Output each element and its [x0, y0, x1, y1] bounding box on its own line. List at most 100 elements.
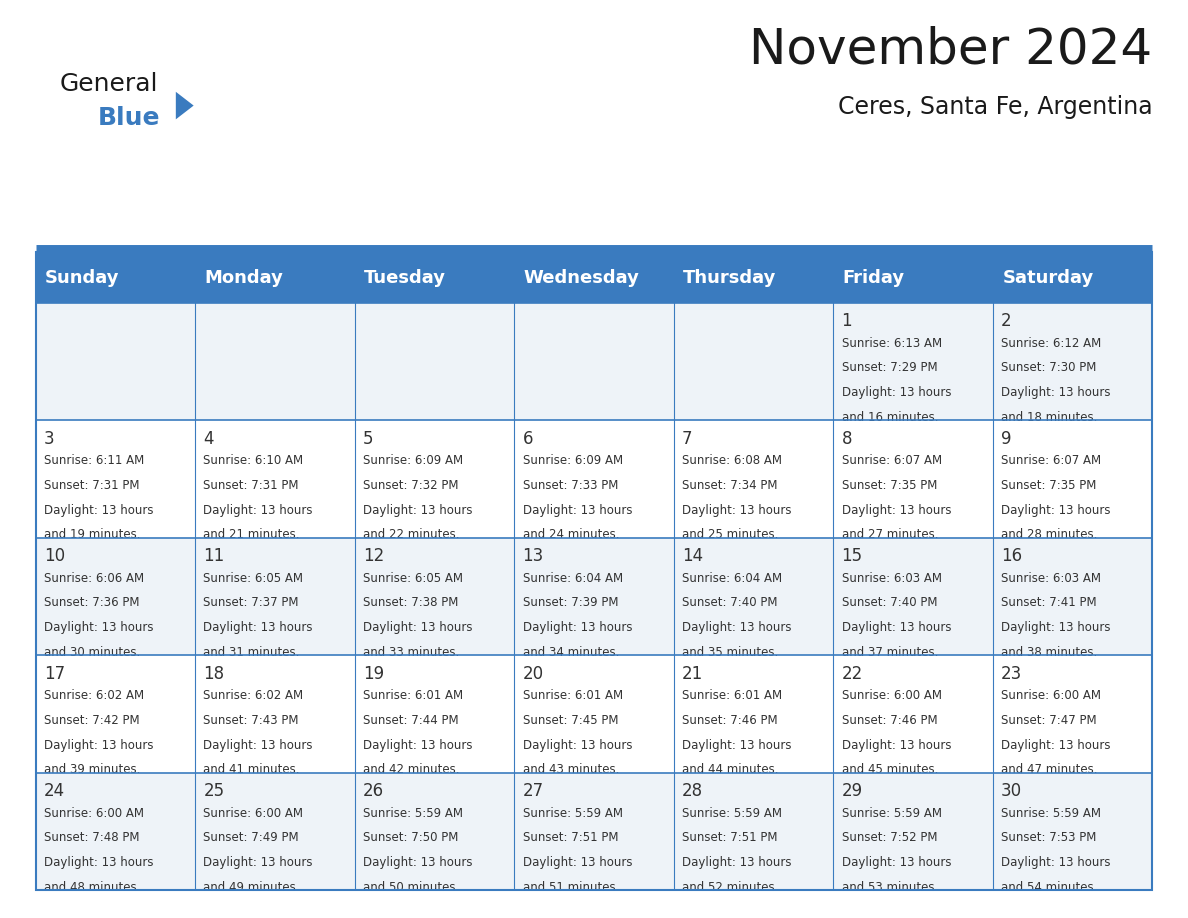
Bar	[355, 655, 514, 773]
Text: 15: 15	[841, 547, 862, 565]
Text: Sunrise: 6:13 AM: Sunrise: 6:13 AM	[841, 337, 942, 350]
Text: Sunset: 7:48 PM: Sunset: 7:48 PM	[44, 832, 139, 845]
Text: Sunset: 7:34 PM: Sunset: 7:34 PM	[682, 479, 778, 492]
Text: Friday: Friday	[842, 269, 905, 286]
Bar	[36, 252, 1152, 890]
Text: Daylight: 13 hours: Daylight: 13 hours	[44, 739, 153, 752]
Text: and 54 minutes.: and 54 minutes.	[1001, 881, 1098, 894]
Bar	[674, 538, 833, 655]
Text: Sunrise: 6:05 AM: Sunrise: 6:05 AM	[364, 572, 463, 585]
Text: Sunset: 7:49 PM: Sunset: 7:49 PM	[203, 832, 299, 845]
Text: Monday: Monday	[204, 269, 284, 286]
Text: 4: 4	[203, 430, 214, 448]
Text: 7: 7	[682, 430, 693, 448]
Text: November 2024: November 2024	[750, 26, 1152, 73]
Text: Sunrise: 5:59 AM: Sunrise: 5:59 AM	[364, 807, 463, 820]
Bar	[514, 303, 674, 420]
Bar	[833, 420, 993, 538]
Text: Daylight: 13 hours: Daylight: 13 hours	[523, 856, 632, 869]
Bar	[195, 655, 355, 773]
Polygon shape	[176, 92, 194, 119]
Bar	[674, 303, 833, 420]
Text: 25: 25	[203, 782, 225, 800]
Text: 20: 20	[523, 665, 544, 683]
Text: Sunday: Sunday	[45, 269, 120, 286]
Bar	[993, 538, 1152, 655]
Text: Sunset: 7:50 PM: Sunset: 7:50 PM	[364, 832, 459, 845]
Text: and 43 minutes.: and 43 minutes.	[523, 764, 619, 777]
Text: Daylight: 13 hours: Daylight: 13 hours	[1001, 856, 1111, 869]
Text: Daylight: 13 hours: Daylight: 13 hours	[203, 621, 312, 634]
Text: and 22 minutes.: and 22 minutes.	[364, 529, 460, 542]
Bar	[355, 538, 514, 655]
Text: Daylight: 13 hours: Daylight: 13 hours	[682, 504, 791, 517]
Text: Daylight: 13 hours: Daylight: 13 hours	[1001, 621, 1111, 634]
Bar	[355, 303, 514, 420]
Bar	[355, 252, 514, 303]
Bar	[993, 655, 1152, 773]
Text: Daylight: 13 hours: Daylight: 13 hours	[364, 504, 473, 517]
Text: 27: 27	[523, 782, 544, 800]
Bar	[674, 773, 833, 890]
Text: 2: 2	[1001, 312, 1012, 330]
Text: Sunset: 7:32 PM: Sunset: 7:32 PM	[364, 479, 459, 492]
Text: Daylight: 13 hours: Daylight: 13 hours	[682, 621, 791, 634]
Text: Sunset: 7:51 PM: Sunset: 7:51 PM	[523, 832, 618, 845]
Text: and 34 minutes.: and 34 minutes.	[523, 646, 619, 659]
Text: Sunset: 7:31 PM: Sunset: 7:31 PM	[203, 479, 299, 492]
Bar	[36, 538, 195, 655]
Text: Sunrise: 6:11 AM: Sunrise: 6:11 AM	[44, 454, 144, 467]
Text: 16: 16	[1001, 547, 1022, 565]
Text: 22: 22	[841, 665, 862, 683]
Text: Saturday: Saturday	[1003, 269, 1094, 286]
Text: Daylight: 13 hours: Daylight: 13 hours	[841, 621, 952, 634]
Text: Sunrise: 6:05 AM: Sunrise: 6:05 AM	[203, 572, 303, 585]
Text: Sunset: 7:35 PM: Sunset: 7:35 PM	[841, 479, 937, 492]
Text: Sunset: 7:51 PM: Sunset: 7:51 PM	[682, 832, 778, 845]
Text: Daylight: 13 hours: Daylight: 13 hours	[523, 739, 632, 752]
Bar	[36, 773, 195, 890]
Text: Sunrise: 6:04 AM: Sunrise: 6:04 AM	[682, 572, 782, 585]
Bar	[833, 655, 993, 773]
Text: Sunset: 7:39 PM: Sunset: 7:39 PM	[523, 597, 618, 610]
Text: and 53 minutes.: and 53 minutes.	[841, 881, 937, 894]
Text: Sunrise: 5:59 AM: Sunrise: 5:59 AM	[1001, 807, 1101, 820]
Text: Daylight: 13 hours: Daylight: 13 hours	[203, 856, 312, 869]
Bar	[833, 773, 993, 890]
Bar	[993, 252, 1152, 303]
Text: Thursday: Thursday	[683, 269, 777, 286]
Text: Daylight: 13 hours: Daylight: 13 hours	[364, 621, 473, 634]
Bar	[833, 303, 993, 420]
Text: Sunrise: 6:07 AM: Sunrise: 6:07 AM	[1001, 454, 1101, 467]
Text: Sunrise: 6:10 AM: Sunrise: 6:10 AM	[203, 454, 304, 467]
Text: Daylight: 13 hours: Daylight: 13 hours	[523, 504, 632, 517]
Text: Sunset: 7:38 PM: Sunset: 7:38 PM	[364, 597, 459, 610]
Text: and 16 minutes.: and 16 minutes.	[841, 411, 939, 424]
Bar	[36, 420, 195, 538]
Text: 1: 1	[841, 312, 852, 330]
Text: and 30 minutes.: and 30 minutes.	[44, 646, 140, 659]
Text: Daylight: 13 hours: Daylight: 13 hours	[364, 739, 473, 752]
Bar	[674, 655, 833, 773]
Text: Sunrise: 6:03 AM: Sunrise: 6:03 AM	[1001, 572, 1101, 585]
Text: 11: 11	[203, 547, 225, 565]
Text: 21: 21	[682, 665, 703, 683]
Text: Sunrise: 6:12 AM: Sunrise: 6:12 AM	[1001, 337, 1101, 350]
Text: Sunset: 7:40 PM: Sunset: 7:40 PM	[841, 597, 937, 610]
Text: Sunset: 7:29 PM: Sunset: 7:29 PM	[841, 362, 937, 375]
Bar	[833, 252, 993, 303]
Text: 14: 14	[682, 547, 703, 565]
Text: Sunset: 7:30 PM: Sunset: 7:30 PM	[1001, 362, 1097, 375]
Text: and 25 minutes.: and 25 minutes.	[682, 529, 778, 542]
Text: Sunset: 7:53 PM: Sunset: 7:53 PM	[1001, 832, 1097, 845]
Text: 12: 12	[364, 547, 384, 565]
Bar	[195, 773, 355, 890]
Text: and 28 minutes.: and 28 minutes.	[1001, 529, 1098, 542]
Text: and 52 minutes.: and 52 minutes.	[682, 881, 778, 894]
Bar	[195, 303, 355, 420]
Text: 19: 19	[364, 665, 384, 683]
Bar	[993, 773, 1152, 890]
Text: Tuesday: Tuesday	[365, 269, 447, 286]
Text: Sunrise: 6:02 AM: Sunrise: 6:02 AM	[203, 689, 304, 702]
Text: Sunset: 7:35 PM: Sunset: 7:35 PM	[1001, 479, 1097, 492]
